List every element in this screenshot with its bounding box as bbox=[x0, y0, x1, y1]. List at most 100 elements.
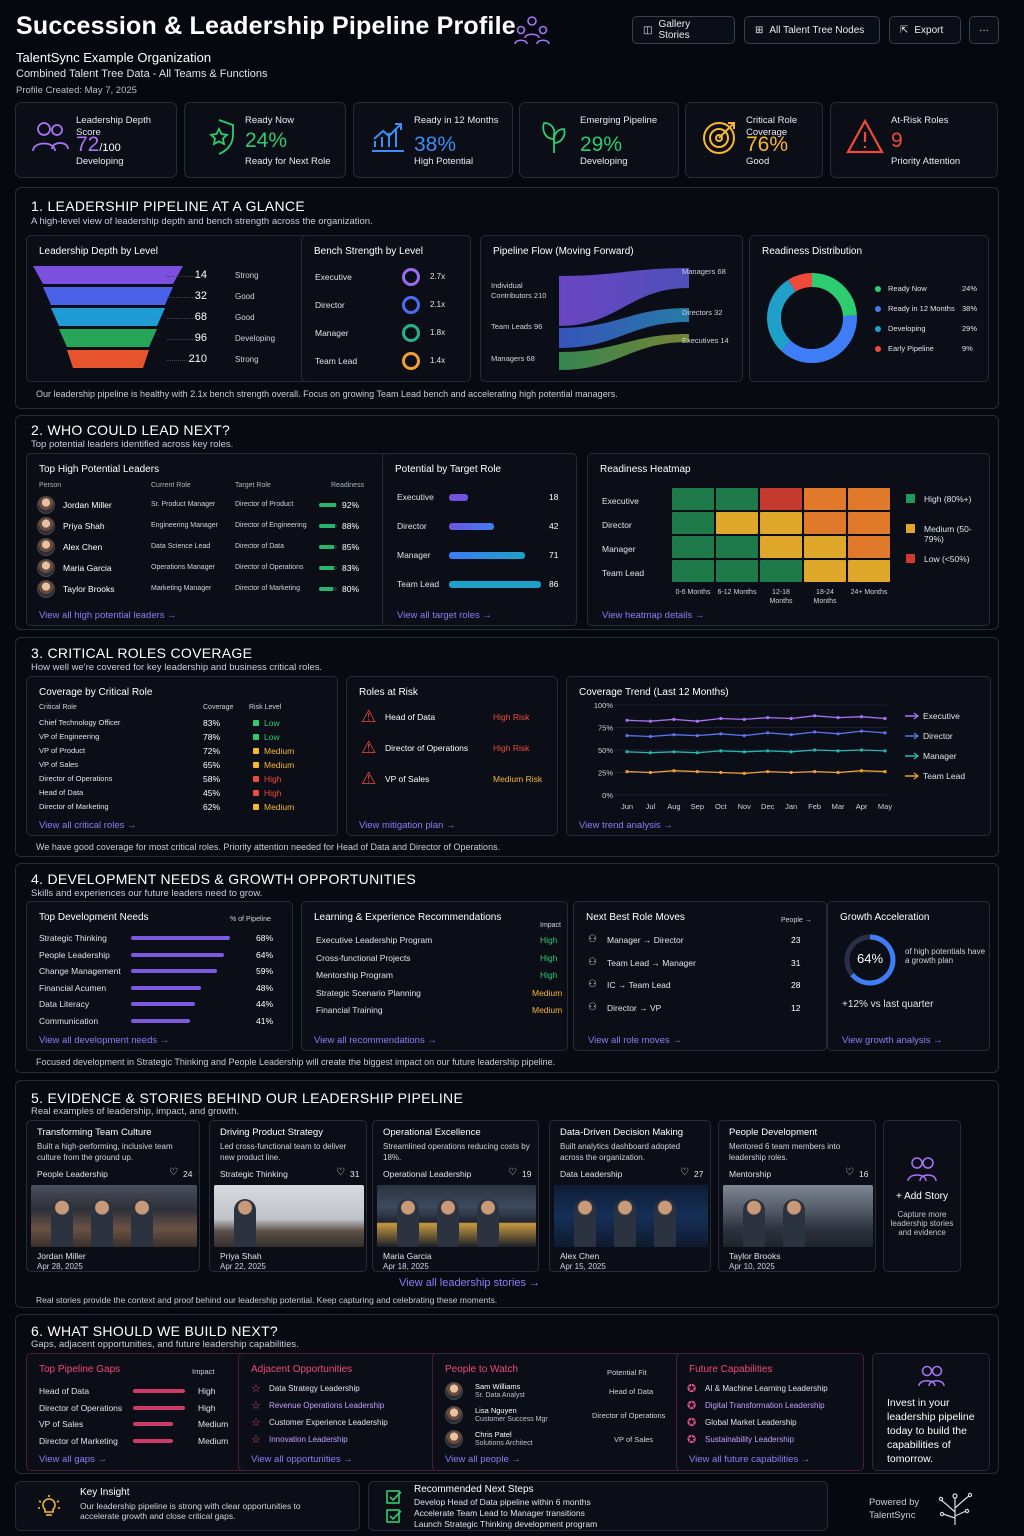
star-icon: ☆ bbox=[251, 1400, 261, 1412]
role-move[interactable]: Director → VP bbox=[607, 1002, 662, 1013]
legend-value: 24% bbox=[962, 284, 978, 293]
heart-icon[interactable]: ♡ bbox=[508, 1167, 517, 1178]
leader-name[interactable]: Alex Chen bbox=[63, 542, 103, 552]
recommendation-label[interactable]: Strategic Scenario Planning bbox=[316, 987, 421, 998]
heatmap-cell[interactable] bbox=[848, 488, 890, 510]
heatmap-cell[interactable] bbox=[848, 512, 890, 534]
table-header: Risk Level bbox=[249, 704, 282, 711]
legend-dot bbox=[875, 346, 881, 352]
need-bar bbox=[131, 969, 217, 973]
view-heatmap-link[interactable]: View heatmap details → bbox=[602, 610, 705, 621]
heatmap-cell[interactable] bbox=[716, 536, 758, 558]
opportunity-label[interactable]: Data Strategy Leadership bbox=[269, 1384, 360, 1393]
heart-icon[interactable]: ♡ bbox=[680, 1167, 689, 1178]
heart-icon[interactable]: ♡ bbox=[845, 1167, 854, 1178]
story-card[interactable]: Operational Excellence Streamlined operat… bbox=[372, 1120, 539, 1272]
story-card[interactable]: People Development Mentored 6 team member… bbox=[718, 1120, 876, 1272]
view-role-moves-link[interactable]: View all role moves → bbox=[588, 1035, 682, 1046]
view-growth-link[interactable]: View growth analysis → bbox=[842, 1035, 943, 1046]
pipeline-flow-panel: Pipeline Flow (Moving Forward) Individua… bbox=[480, 235, 743, 382]
heatmap-cell[interactable] bbox=[804, 560, 846, 582]
heatmap-cell[interactable] bbox=[672, 536, 714, 558]
heatmap-cell[interactable] bbox=[760, 488, 802, 510]
recommendation-label[interactable]: Mentorship Program bbox=[316, 970, 394, 980]
heatmap-cell[interactable] bbox=[760, 512, 802, 534]
coverage-value: 45% bbox=[203, 788, 221, 798]
at-risk-role[interactable]: Head of Data bbox=[385, 712, 436, 722]
opportunity-label[interactable]: Revenue Operations Leadership bbox=[269, 1401, 385, 1410]
capability-label[interactable]: AI & Machine Learning Leadership bbox=[705, 1384, 828, 1393]
story-card[interactable]: Transforming Team Culture Built a high-pe… bbox=[26, 1120, 200, 1272]
heatmap-cell[interactable] bbox=[716, 488, 758, 510]
view-people-link[interactable]: View all people → bbox=[445, 1454, 521, 1465]
warning-icon: ⚠ bbox=[361, 738, 377, 757]
add-story-card[interactable]: + Add Story Capture more leadership stor… bbox=[883, 1120, 961, 1272]
heatmap-cell[interactable] bbox=[848, 536, 890, 558]
next-steps-title: Recommended Next Steps bbox=[414, 1484, 534, 1495]
heart-icon[interactable]: ♡ bbox=[336, 1167, 345, 1178]
opportunity-label[interactable]: Customer Experience Leadership bbox=[269, 1418, 388, 1427]
more-options-button[interactable]: ··· bbox=[969, 16, 999, 44]
need-bar bbox=[131, 936, 230, 940]
story-card[interactable]: Data-Driven Decision Making Built analyti… bbox=[549, 1120, 711, 1272]
series-point bbox=[836, 732, 840, 736]
heatmap-cell[interactable] bbox=[760, 536, 802, 558]
view-critical-roles-link[interactable]: View all critical roles → bbox=[39, 820, 137, 831]
recommendation-label[interactable]: Executive Leadership Program bbox=[316, 935, 433, 945]
capability-label[interactable]: Sustainability Leadership bbox=[705, 1435, 794, 1444]
view-leadership-stories-link[interactable]: View all leadership stories → bbox=[399, 1277, 541, 1289]
person-icon: ⚇ bbox=[588, 979, 597, 990]
person-name[interactable]: Lisa Nguyen bbox=[475, 1406, 517, 1415]
heart-icon[interactable]: ♡ bbox=[169, 1167, 178, 1178]
heatmap-cell[interactable] bbox=[760, 560, 802, 582]
at-risk-role[interactable]: VP of Sales bbox=[385, 774, 430, 784]
talent-tree-nodes-button[interactable]: ⊞ All Talent Tree Nodes bbox=[744, 16, 880, 44]
view-future-capabilities-link[interactable]: View all future capabilities → bbox=[689, 1454, 811, 1465]
person-name[interactable]: Chris Patel bbox=[475, 1430, 512, 1439]
gallery-stories-button[interactable]: ◫ Gallery Stories bbox=[632, 16, 735, 44]
recommendation-label[interactable]: Financial Training bbox=[316, 1005, 383, 1015]
capability-icon: ✪ bbox=[687, 1434, 697, 1446]
view-target-roles-link[interactable]: View all target roles → bbox=[397, 610, 492, 621]
leader-name[interactable]: Jordan Miller bbox=[63, 500, 112, 510]
recommendation-label[interactable]: Cross-functional Projects bbox=[316, 952, 411, 963]
capability-label[interactable]: Digital Transformation Leadership bbox=[705, 1401, 825, 1410]
panel-title: Top Development Needs bbox=[39, 912, 149, 923]
view-opportunities-link[interactable]: View all opportunities → bbox=[251, 1454, 353, 1465]
view-mitigation-link[interactable]: View mitigation plan → bbox=[359, 820, 456, 831]
series-point bbox=[719, 749, 723, 753]
leader-name[interactable]: Maria Garcia bbox=[63, 563, 112, 573]
panel-title: Bench Strength by Level bbox=[314, 246, 423, 257]
role-move[interactable]: IC → Team Lead bbox=[607, 980, 671, 990]
export-button[interactable]: ⇱ Export bbox=[889, 16, 961, 44]
at-risk-role[interactable]: Director of Operations bbox=[385, 743, 469, 753]
role-move[interactable]: Team Lead → Manager bbox=[607, 957, 696, 968]
heatmap-cell[interactable] bbox=[716, 560, 758, 582]
heatmap-cell[interactable] bbox=[804, 488, 846, 510]
view-gaps-link[interactable]: View all gaps → bbox=[39, 1454, 107, 1465]
heatmap-cell[interactable] bbox=[672, 560, 714, 582]
section-subtitle: Top potential leaders identified across … bbox=[31, 439, 234, 450]
role-move[interactable]: Manager → Director bbox=[607, 935, 684, 945]
heatmap-cell[interactable] bbox=[848, 560, 890, 582]
series-point bbox=[883, 770, 887, 774]
view-trend-link[interactable]: View trend analysis → bbox=[579, 820, 673, 831]
story-card[interactable]: Driving Product Strategy Led cross-functi… bbox=[209, 1120, 367, 1272]
story-desc: Built a high-performing, inclusive team … bbox=[37, 1142, 173, 1162]
leader-name[interactable]: Taylor Brooks bbox=[63, 584, 115, 594]
heatmap-cell[interactable] bbox=[804, 536, 846, 558]
heatmap-cell[interactable] bbox=[672, 512, 714, 534]
view-recommendations-link[interactable]: View all recommendations → bbox=[314, 1035, 437, 1046]
view-development-needs-link[interactable]: View all development needs → bbox=[39, 1035, 170, 1046]
need-label: People Leadership bbox=[39, 949, 110, 960]
export-icon: ⇱ bbox=[900, 24, 909, 36]
person-name[interactable]: Sam Williams bbox=[475, 1382, 521, 1391]
leader-name[interactable]: Priya Shah bbox=[63, 521, 105, 531]
opportunity-label[interactable]: Innovation Leadership bbox=[269, 1435, 348, 1444]
capability-label[interactable]: Global Market Leadership bbox=[705, 1418, 797, 1427]
current-role: Operations Manager bbox=[151, 564, 215, 571]
heatmap-cell[interactable] bbox=[672, 488, 714, 510]
heatmap-cell[interactable] bbox=[804, 512, 846, 534]
view-high-potential-link[interactable]: View all high potential leaders → bbox=[39, 610, 177, 621]
heatmap-cell[interactable] bbox=[716, 512, 758, 534]
